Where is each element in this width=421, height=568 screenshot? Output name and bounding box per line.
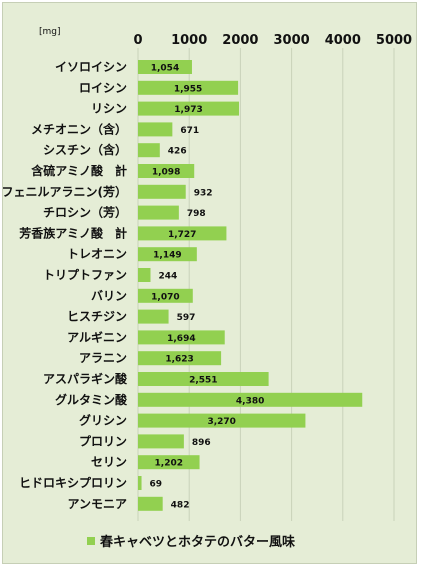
data-label: 798 [187, 209, 206, 219]
data-label: 4,380 [236, 396, 264, 406]
category-label: ヒドロキシプロリン [19, 475, 127, 490]
category-label: トレオニン [67, 247, 127, 261]
data-label: 896 [192, 438, 211, 448]
category-label: グルタミン酸 [55, 392, 128, 407]
bar [138, 413, 306, 428]
category-label: チロシン（芳） [43, 205, 127, 220]
category-label: イソロイシン [55, 60, 127, 74]
bar [138, 205, 179, 220]
data-label: 3,270 [207, 417, 235, 427]
legend-swatch [87, 537, 95, 545]
legend-series-name: 春キャベツとホタテのバター風味 [99, 534, 295, 550]
data-label: 1,070 [151, 292, 179, 302]
bar [138, 184, 186, 199]
bar [138, 268, 151, 282]
unit-label: [mg] [39, 27, 61, 37]
data-label: 1,202 [155, 459, 183, 469]
category-label: グリシン [79, 413, 127, 428]
bar [138, 143, 160, 158]
category-label: アルギニン [67, 329, 127, 344]
data-label: 1,623 [165, 355, 193, 365]
bar [138, 80, 239, 95]
data-label: 1,149 [153, 251, 181, 261]
bar [138, 101, 240, 116]
bar [138, 372, 269, 386]
bar [138, 455, 200, 470]
x-tick-label: 2000 [222, 33, 258, 48]
data-label: 1,955 [174, 84, 202, 94]
category-label: プロリン [79, 433, 127, 448]
x-tick-label: 1000 [171, 33, 207, 48]
bar [138, 122, 173, 137]
data-label: 482 [171, 500, 190, 510]
bar [138, 330, 225, 345]
category-label: 含硫アミノ酸 計 [31, 163, 127, 178]
data-label: 671 [180, 126, 199, 136]
bar [138, 226, 227, 241]
data-label: 932 [194, 188, 213, 198]
bar [138, 434, 184, 449]
data-label: 426 [168, 147, 187, 157]
category-label: アラニン [79, 351, 127, 365]
data-label: 597 [177, 313, 196, 323]
legend: 春キャベツとホタテのバター風味 [87, 534, 295, 550]
category-label: セリン [91, 455, 127, 469]
category-label: アスパラギン酸 [43, 371, 128, 386]
bar [138, 496, 163, 511]
category-label: ロイシン [79, 81, 127, 95]
bar [138, 392, 363, 407]
data-label: 1,054 [151, 64, 179, 74]
bar [138, 60, 192, 74]
data-label: 244 [158, 272, 177, 282]
x-tick-label: 0 [133, 33, 142, 48]
amino-acid-bar-chart: 0 1000 2000 3000 4000 5000 イソロイシンロイシンリシンメチオニン… [3, 27, 412, 550]
chart-frame: 0 1000 2000 3000 4000 5000 イソロイシンロイシンリシンメチオニン… [2, 2, 417, 564]
data-label: 69 [150, 480, 163, 490]
x-tick-label: 5000 [376, 33, 412, 48]
category-label: 芳香族アミノ酸 計 [19, 225, 127, 240]
x-tick-label: 4000 [325, 33, 361, 48]
category-label: シスチン（含） [43, 142, 127, 157]
category-label: アンモニア [67, 497, 127, 511]
category-label: フェニルアラニン(芳） [3, 184, 127, 199]
category-label: ヒスチジン [67, 310, 127, 324]
bar [138, 351, 222, 366]
data-label: 1,727 [168, 230, 196, 240]
category-label: トリプトファン [43, 267, 127, 282]
data-label: 2,551 [189, 376, 217, 386]
bar [138, 247, 197, 262]
data-label: 1,973 [174, 105, 202, 115]
category-label: バリン [91, 289, 127, 303]
category-label: リシン [91, 102, 127, 116]
bar [138, 164, 195, 178]
data-label: 1,098 [152, 168, 180, 178]
bar [138, 476, 142, 490]
bar [138, 309, 169, 324]
category-label: メチオニン（含） [31, 121, 127, 136]
bar [138, 288, 193, 303]
x-tick-label: 3000 [274, 33, 310, 48]
data-label: 1,694 [167, 334, 195, 344]
